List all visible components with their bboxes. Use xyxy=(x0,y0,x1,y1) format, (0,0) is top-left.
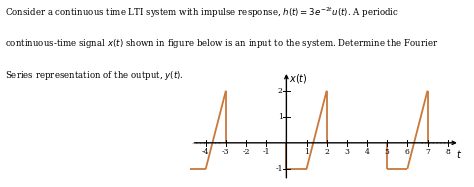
Text: 4: 4 xyxy=(365,148,369,156)
Text: 7: 7 xyxy=(425,148,430,156)
Text: -1: -1 xyxy=(263,148,270,156)
Text: 3: 3 xyxy=(345,148,349,156)
Text: -4: -4 xyxy=(202,148,210,156)
Text: -1: -1 xyxy=(275,165,283,173)
Text: 1: 1 xyxy=(304,148,309,156)
Text: $x(t)$: $x(t)$ xyxy=(289,72,307,85)
Text: 1: 1 xyxy=(278,113,283,121)
Text: -2: -2 xyxy=(242,148,250,156)
Text: Series representation of the output, $y(t)$.: Series representation of the output, $y(… xyxy=(5,69,183,82)
Text: continuous-time signal $x(t)$ shown in figure below is an input to the system. D: continuous-time signal $x(t)$ shown in f… xyxy=(5,37,438,50)
Text: 8: 8 xyxy=(445,148,450,156)
Text: -3: -3 xyxy=(222,148,230,156)
Text: 6: 6 xyxy=(405,148,410,156)
Text: 2: 2 xyxy=(278,87,283,95)
Text: $t$: $t$ xyxy=(456,148,462,160)
Text: 2: 2 xyxy=(324,148,329,156)
Text: Consider a continuous time LTI system with impulse response, $h(t) = 3e^{-2t}u(t: Consider a continuous time LTI system wi… xyxy=(5,6,399,20)
Text: 5: 5 xyxy=(385,148,390,156)
